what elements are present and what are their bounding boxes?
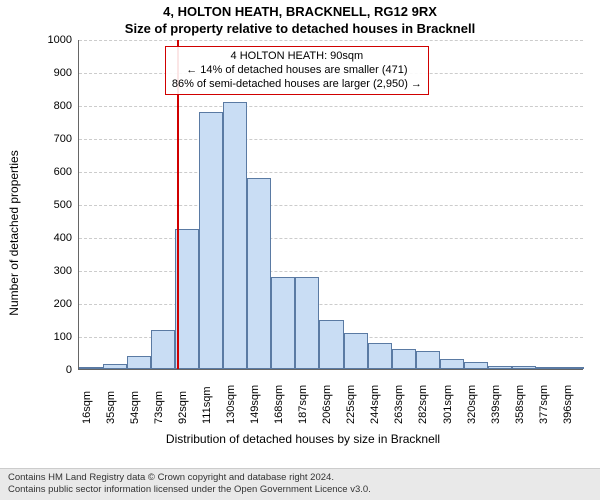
histogram-bar	[488, 366, 512, 369]
histogram-bar	[151, 330, 175, 369]
y-tick-label: 100	[54, 331, 72, 343]
histogram-bar	[319, 320, 343, 370]
annotation-line1: 4 HOLTON HEATH: 90sqm	[172, 50, 422, 64]
annotation-line3: 86% of semi-detached houses are larger (…	[172, 78, 422, 92]
histogram-bar	[440, 359, 464, 369]
x-axis-label: Distribution of detached houses by size …	[18, 432, 588, 446]
histogram-bar	[344, 333, 368, 369]
y-tick-label: 400	[54, 232, 72, 244]
histogram-bar	[368, 343, 392, 369]
x-tick-label: 339sqm	[490, 385, 502, 424]
attribution-line2: Contains public sector information licen…	[8, 484, 592, 496]
histogram-bar	[295, 277, 319, 369]
x-tick-label: 54sqm	[129, 391, 141, 424]
y-axis-label: Number of detached properties	[7, 150, 21, 315]
histogram-bar	[560, 367, 584, 369]
histogram-bar	[199, 112, 223, 369]
y-tick-label: 200	[54, 298, 72, 310]
attribution-line1: Contains HM Land Registry data © Crown c…	[8, 472, 592, 484]
x-tick-label: 301sqm	[442, 385, 454, 424]
histogram-bar	[392, 349, 416, 369]
title-address: 4, HOLTON HEATH, BRACKNELL, RG12 9RX	[0, 0, 600, 19]
x-tick-label: 16sqm	[81, 391, 93, 424]
plot-area: 4 HOLTON HEATH: 90sqm ← 14% of detached …	[78, 40, 583, 370]
x-tick-label: 358sqm	[514, 385, 526, 424]
x-tick-label: 282sqm	[417, 385, 429, 424]
histogram-bar	[79, 367, 103, 369]
x-tick-label: 206sqm	[321, 385, 333, 424]
annotation-line2: ← 14% of detached houses are smaller (47…	[172, 64, 422, 78]
x-tick-label: 168sqm	[273, 385, 285, 424]
histogram-bar	[223, 102, 247, 369]
histogram-bar	[271, 277, 295, 369]
x-tick-label: 73sqm	[153, 391, 165, 424]
y-tick-label: 1000	[48, 34, 72, 46]
x-tick-label: 320sqm	[466, 385, 478, 424]
y-tick-label: 700	[54, 133, 72, 145]
histogram-bar	[416, 351, 440, 369]
x-tick-label: 396sqm	[562, 385, 574, 424]
y-tick-label: 0	[66, 364, 72, 376]
x-tick-label: 130sqm	[225, 385, 237, 424]
x-tick-label: 263sqm	[393, 385, 405, 424]
y-tick-label: 900	[54, 67, 72, 79]
x-tick-label: 377sqm	[538, 385, 550, 424]
x-axis-ticks: 16sqm 35sqm 54sqm 73sqm 92sqm 111sqm 130sqm 149…	[78, 372, 583, 427]
title-subtitle: Size of property relative to detached ho…	[0, 19, 600, 36]
x-tick-label: 111sqm	[201, 386, 213, 424]
x-tick-label: 35sqm	[105, 391, 117, 424]
x-tick-label: 187sqm	[297, 385, 309, 424]
y-tick-label: 800	[54, 100, 72, 112]
x-tick-label: 92sqm	[177, 391, 189, 424]
y-axis-ticks: 01002003004005006007008009001000	[38, 40, 76, 370]
chart-container: 4, HOLTON HEATH, BRACKNELL, RG12 9RX Siz…	[0, 0, 600, 500]
histogram-bar	[536, 367, 560, 369]
x-tick-label: 149sqm	[249, 385, 261, 424]
x-tick-label: 244sqm	[369, 385, 381, 424]
y-tick-label: 600	[54, 166, 72, 178]
histogram-bar	[103, 364, 127, 369]
histogram-bar	[512, 366, 536, 369]
histogram-bar	[127, 356, 151, 369]
histogram-bar	[464, 362, 488, 369]
histogram-bar	[247, 178, 271, 369]
annotation-box: 4 HOLTON HEATH: 90sqm ← 14% of detached …	[165, 46, 429, 95]
y-tick-label: 500	[54, 199, 72, 211]
attribution-footer: Contains HM Land Registry data © Crown c…	[0, 468, 600, 500]
y-tick-label: 300	[54, 265, 72, 277]
x-tick-label: 225sqm	[345, 385, 357, 424]
chart-area: Number of detached properties 0100200300…	[18, 40, 588, 425]
